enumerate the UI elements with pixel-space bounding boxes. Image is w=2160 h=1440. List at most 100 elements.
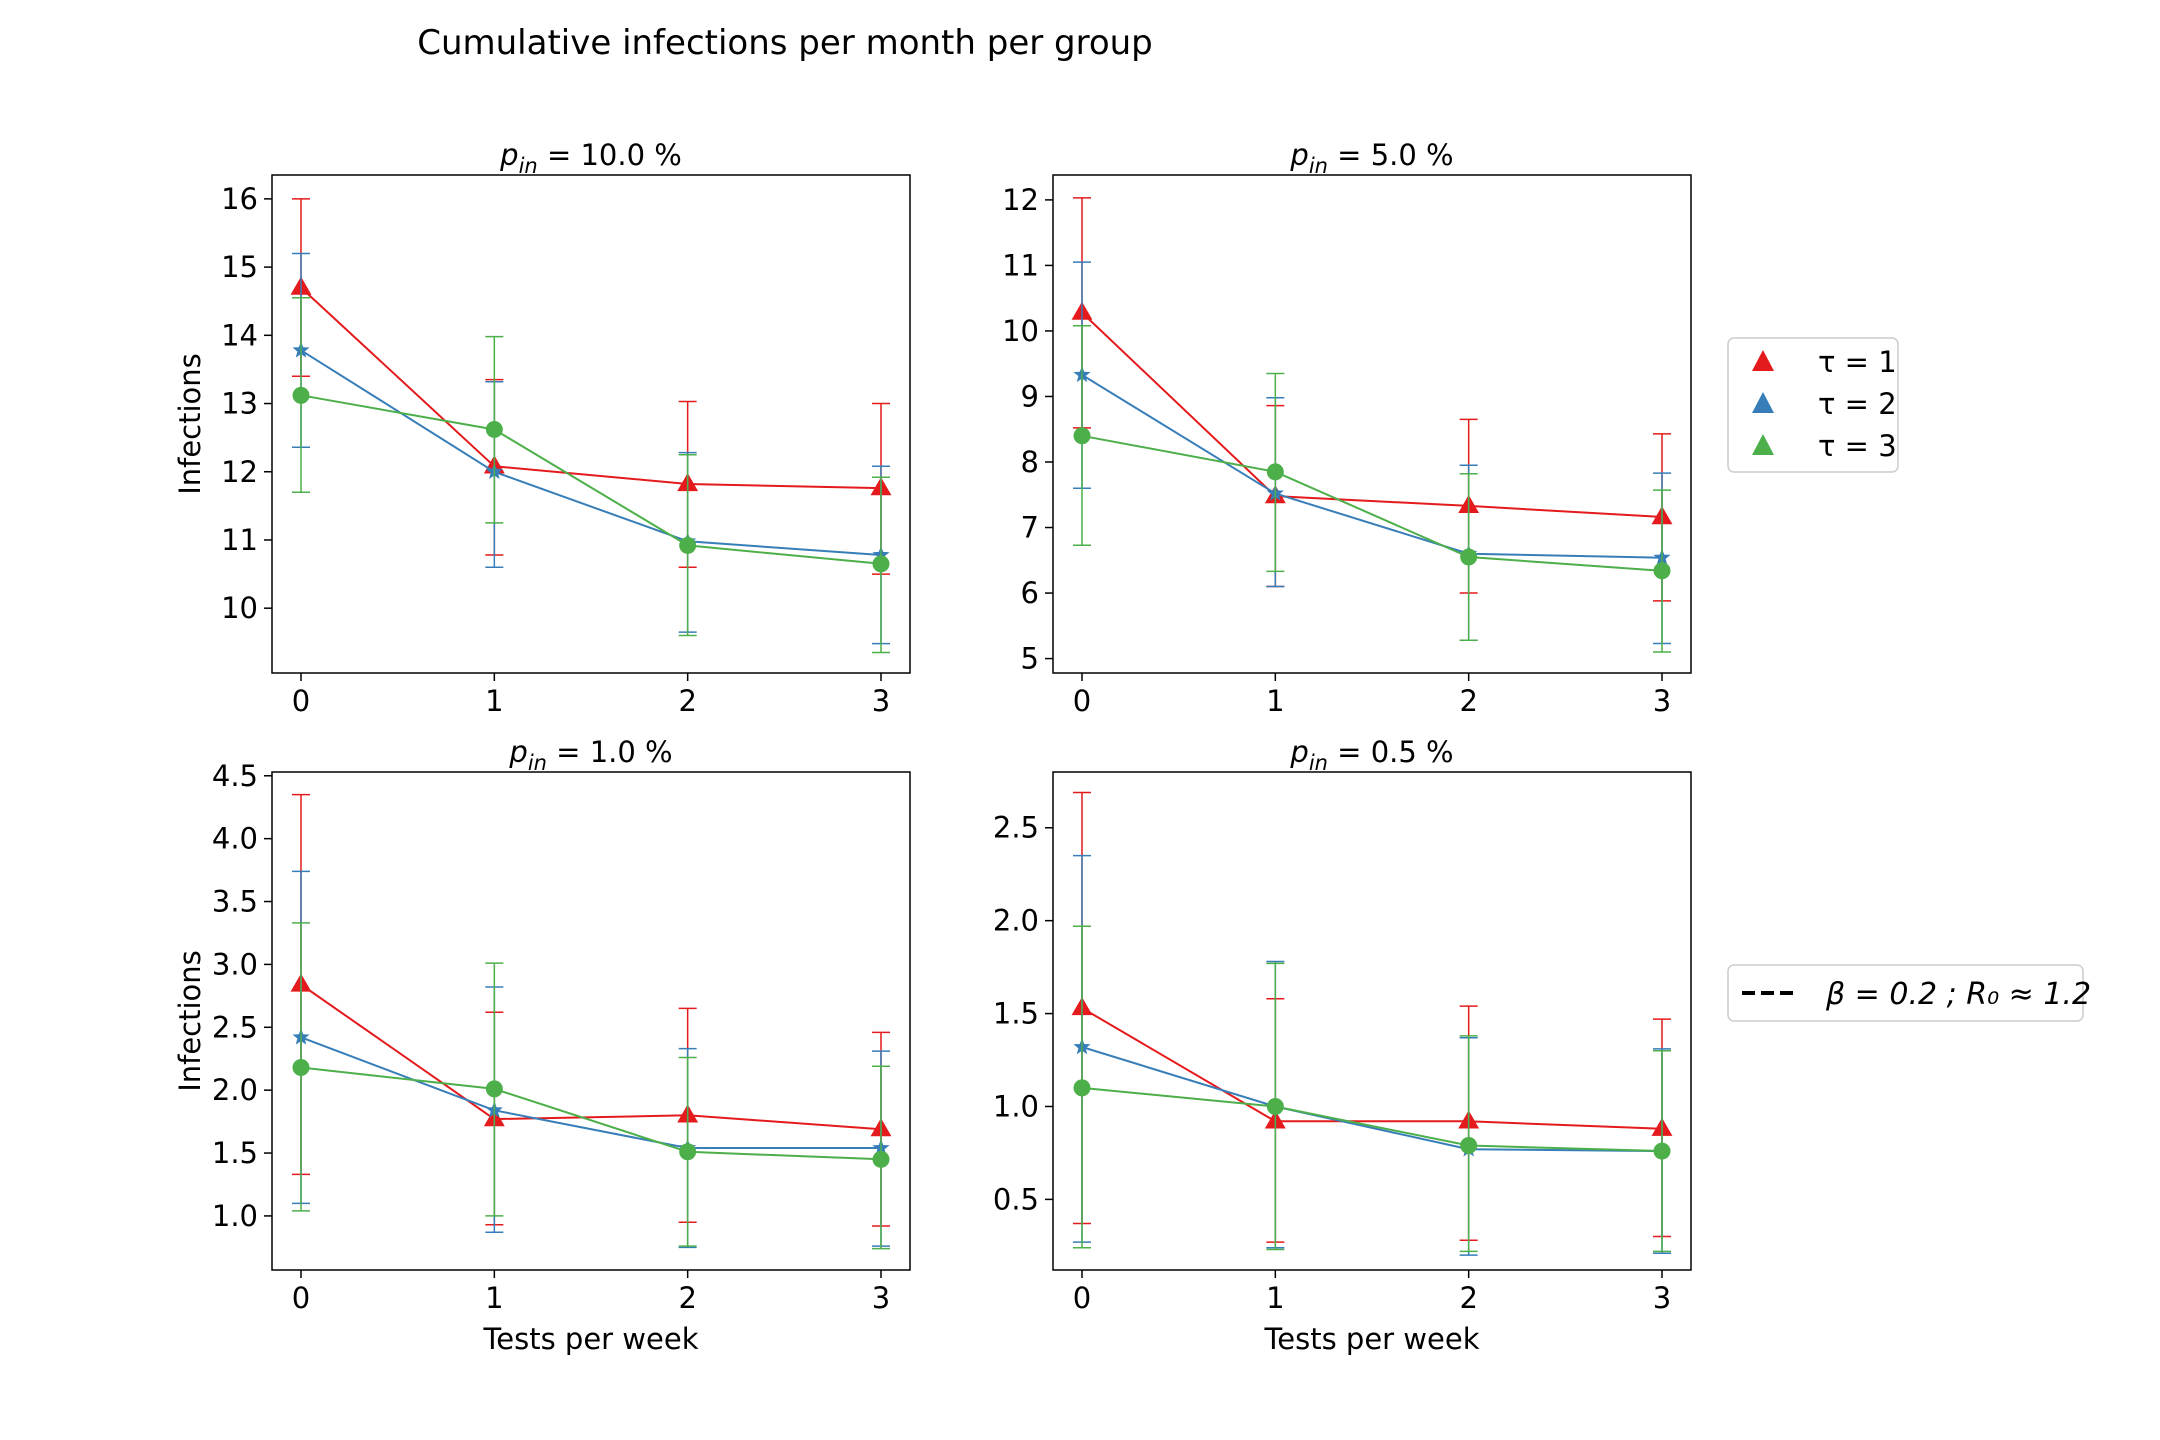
legend-label: τ = 3 [1818,429,1897,463]
x-tick-label: 2 [678,684,696,718]
parameter-legend: β = 0.2 ; R₀ ≈ 1.2 [1727,964,2091,1022]
series-1 [1071,197,1673,602]
series-line [300,286,882,490]
y-tick-label: 2.0 [993,904,1039,938]
series-line [300,394,882,565]
data-point-circle [872,555,890,573]
series-legend: τ = 1 τ = 2 τ = 3 [1727,337,1899,473]
plot-frame [1052,771,1692,1271]
subplot-title: pin = 10.0 % [499,138,682,178]
data-point-circle [1653,562,1671,580]
series-3 [1073,324,1671,653]
data-point-circle [1266,1097,1284,1115]
y-tick-label: 6 [1021,576,1039,610]
x-axis-label: Tests per week [1263,1322,1479,1356]
series-line [300,1036,881,1149]
y-tick-label: 12 [221,455,258,489]
y-tick-label: 11 [221,523,258,557]
plot-frame [271,771,911,1271]
y-tick-label: 1.5 [212,1136,258,1170]
y-tick-label: 2.5 [993,811,1039,845]
subplot-title: pin = 5.0 % [1289,138,1453,178]
series-line [1081,434,1663,572]
series-line [1081,1046,1663,1153]
series-2 [292,870,890,1249]
data-point-circle [1073,1079,1091,1097]
x-tick-label: 2 [678,1281,696,1315]
plot-frame [1052,174,1692,674]
y-tick-label: 1.0 [212,1199,258,1233]
y-axis-label: Infections [173,353,207,495]
y-tick-label: 9 [1021,379,1039,413]
series-3 [292,297,890,654]
x-tick-label: 3 [1653,684,1671,718]
series-line [300,983,882,1131]
series-line [1081,1007,1663,1130]
y-tick-label: 5 [1021,642,1039,676]
series-1 [290,793,892,1227]
series-2 [1073,261,1671,645]
legend-label: τ = 2 [1818,387,1897,421]
x-tick-label: 1 [485,684,503,718]
series-line [1081,1086,1663,1153]
x-tick-label: 2 [1459,1281,1477,1315]
y-tick-label: 7 [1021,511,1039,545]
triangle-icon [1752,434,1774,455]
subplot-3: pin = 1.0 % 1.0 1.5 2.0 2.5 3.0 3.5 4.0 4.5 0 1 2 3 T… [173,735,911,1356]
x-tick-label: 0 [1073,1281,1091,1315]
x-tick-label: 2 [1459,684,1477,718]
x-tick-label: 1 [1266,684,1284,718]
legend-label: τ = 1 [1818,345,1897,379]
x-tick-label: 0 [292,1281,310,1315]
y-tick-label: 8 [1021,445,1039,479]
figure-title: Cumulative infections per month per grou… [417,23,1153,63]
x-tick-label: 0 [292,684,310,718]
x-tick-label: 3 [1653,1281,1671,1315]
subplot-title: pin = 1.0 % [508,735,672,775]
x-tick-label: 0 [1073,684,1091,718]
y-tick-label: 11 [1002,248,1039,282]
data-point-circle [679,536,697,554]
y-tick-label: 1.0 [993,1089,1039,1123]
data-point-circle [679,1143,697,1161]
series-line [300,1066,882,1161]
triangle-icon [1752,350,1774,371]
series-3 [1073,925,1671,1253]
data-point-circle [485,1080,503,1098]
y-tick-label: 1.5 [993,997,1039,1031]
y-tick-label: 0.5 [993,1182,1039,1216]
y-axis-label: Infections [173,950,207,1092]
y-tick-label: 3.5 [212,885,258,919]
y-tick-label: 2.5 [212,1010,258,1044]
series-1 [290,198,892,575]
y-tick-label: 3.0 [212,947,258,981]
y-tick-label: 15 [221,250,258,284]
data-point-circle [1073,427,1091,445]
data-point-circle [1653,1142,1671,1160]
data-point-circle [292,386,310,404]
y-tick-label: 10 [1002,314,1039,348]
series-3 [292,922,890,1250]
x-tick-label: 3 [872,684,890,718]
y-tick-label: 16 [221,182,258,216]
y-tick-label: 2.0 [212,1073,258,1107]
y-tick-label: 4.0 [212,822,258,856]
series-line [1081,374,1663,559]
data-point-circle [872,1150,890,1168]
series-2 [292,252,890,645]
series-line [300,349,882,556]
y-tick-label: 12 [1002,183,1039,217]
y-tick-label: 10 [221,591,258,625]
data-point-circle [1266,463,1284,481]
subplot-title: pin = 0.5 % [1289,735,1453,775]
triangle-icon [1752,392,1774,413]
x-tick-label: 1 [485,1281,503,1315]
x-tick-label: 3 [872,1281,890,1315]
y-tick-label: 4.5 [212,759,258,793]
data-point-circle [292,1059,310,1077]
series-line [1081,311,1663,518]
